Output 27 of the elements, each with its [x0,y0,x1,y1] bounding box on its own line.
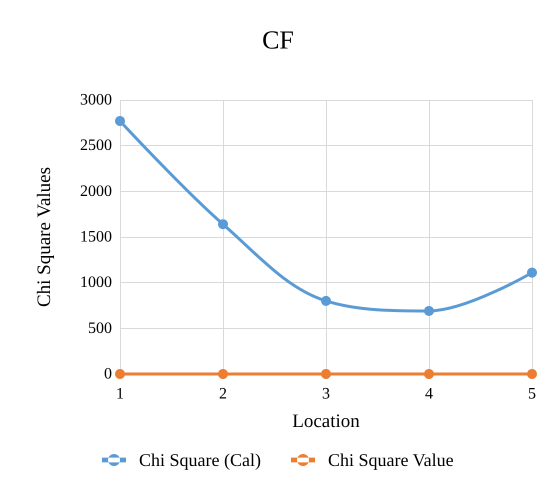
y-axis-title: Chi Square Values [34,166,55,308]
y-tick-label: 1000 [80,274,112,292]
x-tick-label: 5 [528,386,536,402]
point [115,369,125,379]
x-tick-label: 4 [425,386,433,402]
point [424,306,434,316]
x-tick-label: 1 [116,386,124,402]
point [321,369,331,379]
point [218,219,228,230]
y-tick-label: 2500 [80,137,112,154]
y-tick-label: 2000 [80,182,112,200]
x-axis-title: Location [292,411,360,432]
chart-title: CF [262,26,294,54]
y-tick-label: 500 [88,320,112,337]
x-tick-label: 3 [322,386,330,402]
legend-label: Chi Square (Cal) [139,450,262,470]
x-tick-label: 2 [219,386,227,402]
y-tick-label: 1500 [80,228,112,246]
point [321,296,331,306]
point [218,369,228,379]
point [527,369,537,379]
point [527,268,537,278]
y-tick-label: 3000 [80,92,112,108]
legend-label: Chi Square Value [328,450,454,470]
y-tick-label: 0 [104,366,112,382]
point [424,369,434,379]
point [115,116,125,126]
